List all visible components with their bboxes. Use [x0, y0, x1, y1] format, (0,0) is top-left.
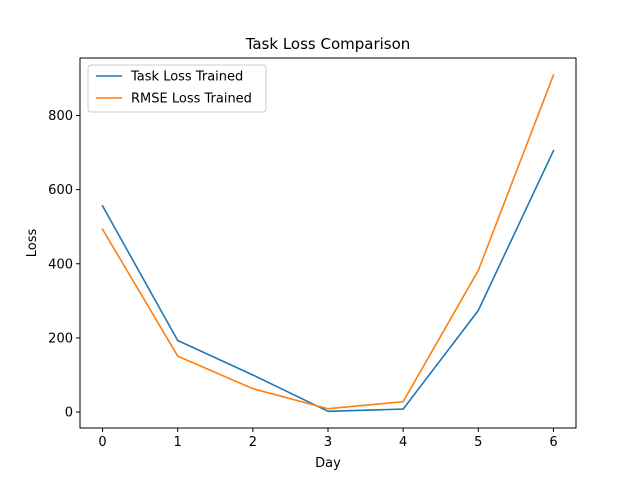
series-line-2 — [101, 74, 555, 410]
plot-area — [80, 58, 576, 428]
y-tick-label: 0 — [65, 406, 73, 421]
x-tick-label: 4 — [399, 435, 407, 450]
y-tick-label: 400 — [48, 257, 73, 272]
y-tick-label: 800 — [48, 109, 73, 124]
series-line-1 — [101, 149, 555, 413]
x-tick-label: 1 — [174, 435, 182, 450]
legend-box — [87, 64, 267, 113]
x-axis-label: Day — [315, 456, 341, 471]
y-axis-label: Loss — [25, 229, 40, 258]
y-tick-label: 200 — [48, 331, 73, 346]
series-layer — [101, 74, 555, 413]
legend: Task Loss Trained RMSE Loss Trained — [87, 64, 267, 113]
x-tick-label: 3 — [324, 435, 332, 450]
x-tick-label: 5 — [474, 435, 482, 450]
legend-label-2: RMSE Loss Trained — [131, 92, 252, 107]
plot-frame — [79, 57, 577, 429]
x-tick-label: 0 — [98, 435, 106, 450]
x-tick-label: 2 — [249, 435, 257, 450]
y-tick-label: 600 — [48, 183, 73, 198]
legend-label-1: Task Loss Trained — [130, 70, 243, 85]
x-axis-ticks: 0 1 2 3 4 5 6 — [98, 428, 558, 450]
y-axis-ticks: 0 200 400 600 800 — [48, 109, 80, 421]
chart-title: Task Loss Comparison — [245, 35, 411, 53]
x-tick-label: 6 — [549, 435, 557, 450]
